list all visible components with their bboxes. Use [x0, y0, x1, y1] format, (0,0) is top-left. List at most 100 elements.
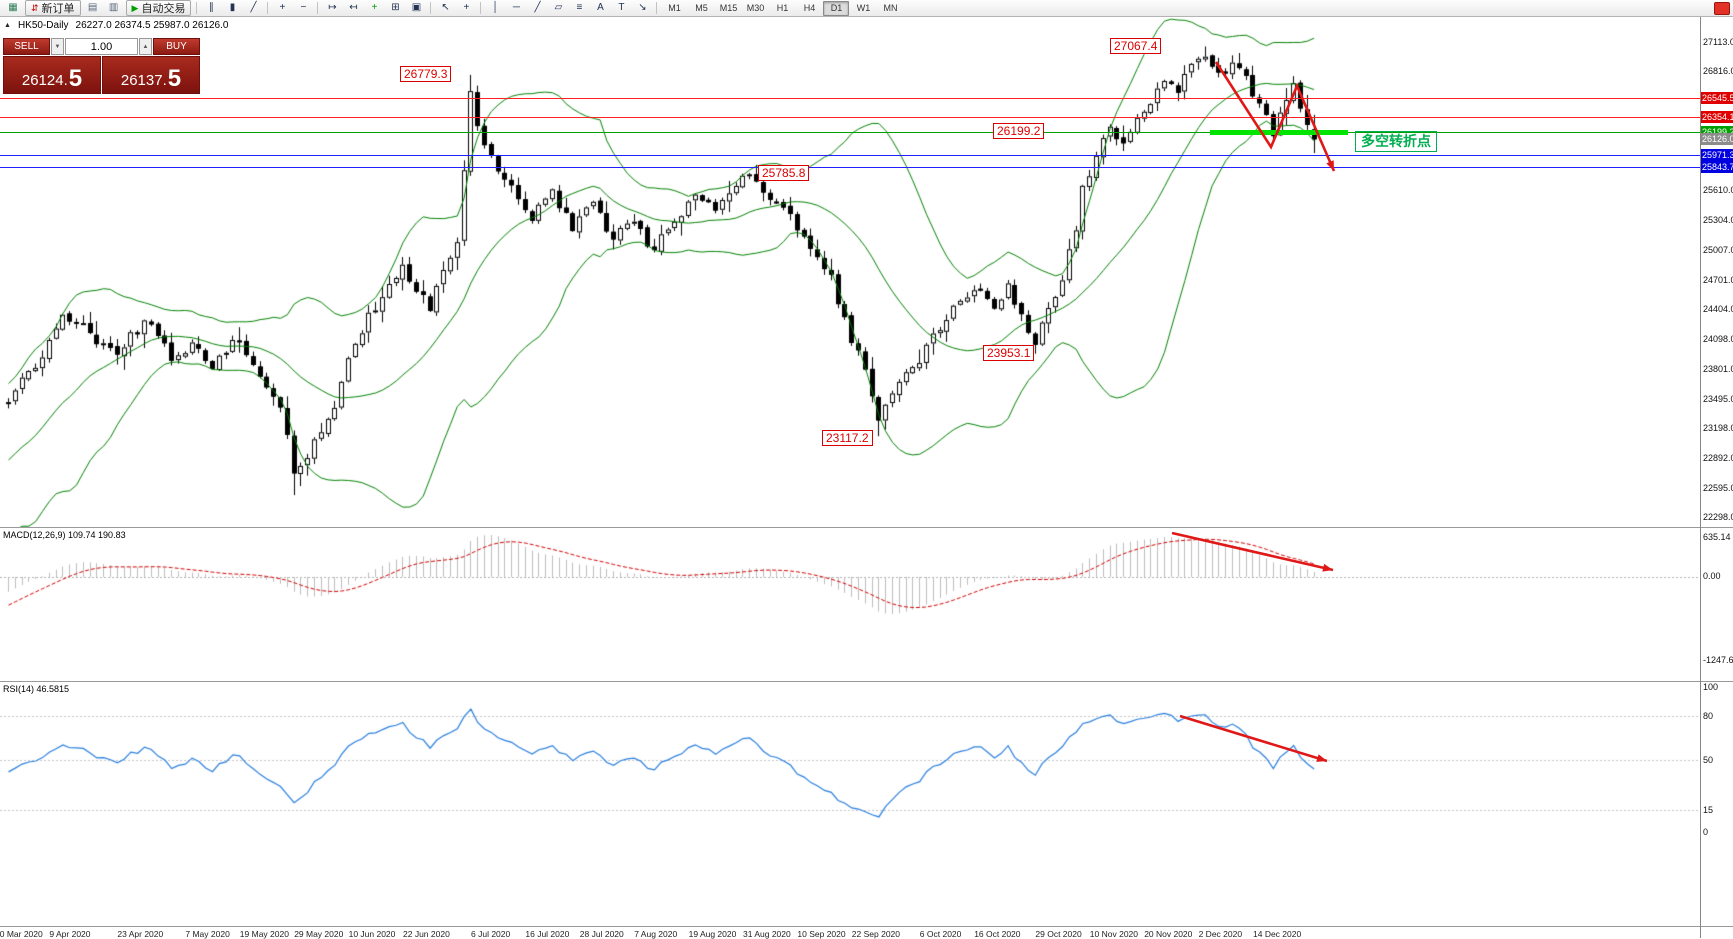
- text-icon[interactable]: A: [597, 2, 604, 13]
- panel-separator[interactable]: [0, 681, 1733, 682]
- price-axis-line: [1700, 17, 1701, 938]
- timeframe-button-d1[interactable]: D1: [823, 0, 850, 16]
- time-axis-label: 16 Oct 2020: [974, 929, 1021, 939]
- horizontal-line-object[interactable]: [0, 155, 1700, 156]
- price-axis-label: 24098.0: [1703, 334, 1733, 345]
- zoom-in-icon[interactable]: +: [279, 2, 286, 13]
- buy-price-main: 26137.: [120, 72, 167, 89]
- new-chart-icon[interactable]: ▦: [8, 2, 18, 13]
- toolbar-separator: [317, 2, 319, 14]
- price-axis-label: 23801.0: [1703, 363, 1733, 374]
- time-axis-label: 22 Sep 2020: [851, 929, 901, 939]
- price-callout-label[interactable]: 26779.3: [400, 66, 452, 82]
- bar-chart-icon[interactable]: ∥: [208, 2, 214, 13]
- time-axis-label: 9 Apr 2020: [49, 929, 91, 939]
- price-axis-label: 25610.0: [1703, 185, 1733, 196]
- vertical-line-icon[interactable]: │: [492, 2, 499, 13]
- lot-decrease-button[interactable]: ▼: [51, 38, 64, 55]
- timeframe-button-h1[interactable]: H1: [776, 3, 789, 13]
- price-tag[interactable]: 25843.7: [1701, 161, 1733, 174]
- toolbar-separator: [480, 2, 482, 14]
- indicators-icon[interactable]: +: [371, 2, 378, 13]
- rsi-scale-label: 100: [1703, 682, 1719, 692]
- toolbar-separator: [430, 2, 432, 14]
- price-axis-label: 27113.0: [1703, 36, 1733, 47]
- price-tag[interactable]: 26126.0: [1701, 133, 1733, 146]
- market-watch-icon[interactable]: ▥: [108, 2, 119, 13]
- horizontal-line-object[interactable]: [0, 117, 1700, 118]
- time-axis-label: 19 May 2020: [239, 929, 289, 939]
- one-click-toggle[interactable]: ▲: [4, 22, 11, 29]
- cursor-icon[interactable]: ↖: [441, 2, 450, 13]
- time-axis-label: 6 Oct 2020: [919, 929, 962, 939]
- time-axis[interactable]: 30 Mar 2020 9 Apr 2020 23 Apr 2020 7 May 20…: [0, 927, 1733, 939]
- macd-label: MACD(12,26,9) 109.74 190.83: [3, 530, 126, 540]
- panel-separator[interactable]: [0, 527, 1733, 528]
- rsi-scale-label: 15: [1703, 805, 1714, 816]
- auto-trading-button[interactable]: ▶ 自动交易: [125, 0, 192, 16]
- main-chart-canvas[interactable]: [0, 17, 1700, 527]
- price-tag[interactable]: 26545.5: [1701, 91, 1733, 104]
- toolbar-separator: [656, 2, 658, 14]
- price-callout-label[interactable]: 27067.4: [1110, 38, 1162, 54]
- auto-trading-icon: ▶: [131, 2, 139, 13]
- lot-increase-button[interactable]: ▲: [139, 38, 152, 55]
- horizontal-line-icon[interactable]: ─: [512, 2, 521, 13]
- chart-profile-icon[interactable]: ▤: [87, 2, 98, 13]
- horizontal-line-object[interactable]: [0, 132, 1700, 133]
- sell-price-button[interactable]: 26124. 5: [3, 56, 101, 94]
- support-line-segment[interactable]: [1210, 130, 1348, 136]
- fibonacci-icon[interactable]: ≡: [576, 2, 583, 13]
- macd-panel-canvas[interactable]: [0, 528, 1700, 681]
- symbol-title: HK50-Daily: [17, 20, 69, 31]
- sell-price-main: 26124.: [21, 72, 68, 89]
- sell-button[interactable]: SELL: [3, 38, 50, 55]
- line-chart-icon[interactable]: ╱: [250, 2, 257, 13]
- sell-price-pip: 5: [68, 65, 83, 92]
- timeframe-button-m5[interactable]: M5: [695, 3, 708, 13]
- price-axis-label: 23495.0: [1703, 393, 1733, 404]
- timeframe-button-h4[interactable]: H4: [803, 3, 816, 13]
- time-axis-label: 14 Dec 2020: [1253, 929, 1302, 939]
- panel-separator[interactable]: [0, 926, 1733, 927]
- zoom-out-icon[interactable]: −: [300, 2, 307, 13]
- ohlc-values: 26227.0 26374.5 25987.0 26126.0: [75, 20, 229, 31]
- annotation-text[interactable]: 多空转折点: [1355, 131, 1437, 152]
- price-tag[interactable]: 25971.3: [1701, 148, 1733, 161]
- horizontal-line-object[interactable]: [0, 98, 1700, 99]
- horizontal-line-object[interactable]: [0, 167, 1700, 168]
- toolbar-separator: [196, 2, 198, 14]
- trendline-icon[interactable]: ╱: [534, 2, 541, 13]
- equidistant-channel-icon[interactable]: ▱: [554, 2, 563, 13]
- time-axis-label: 20 Nov 2020: [1144, 929, 1193, 939]
- grid-icon[interactable]: ⊞: [391, 2, 400, 13]
- timeframe-button-m15[interactable]: M15: [719, 3, 738, 13]
- price-callout-label[interactable]: 25785.8: [758, 165, 810, 181]
- timeframe-button-m30[interactable]: M30: [746, 3, 765, 13]
- price-callout-label[interactable]: 26199.2: [993, 123, 1045, 139]
- text-label-icon[interactable]: T: [618, 2, 625, 13]
- timeframe-button-w1[interactable]: W1: [856, 3, 871, 13]
- lot-size-field[interactable]: 1.00: [65, 38, 138, 55]
- price-tag[interactable]: 26354.1: [1701, 110, 1733, 123]
- candlestick-icon[interactable]: ▮: [229, 2, 236, 13]
- price-callout-label[interactable]: 23117.2: [822, 430, 873, 446]
- toolbar-separator: [267, 2, 269, 14]
- arrows-icon[interactable]: ↘: [638, 2, 647, 13]
- new-order-button[interactable]: ⇵ 新订单: [25, 0, 81, 16]
- tile-windows-icon[interactable]: ▣: [411, 2, 422, 13]
- crosshair-icon[interactable]: +: [463, 2, 470, 13]
- rsi-panel-canvas[interactable]: [0, 682, 1700, 926]
- chart-shift-icon[interactable]: ↤: [349, 2, 358, 13]
- chart-title: ▲ HK50-Daily 26227.0 26374.5 25987.0 261…: [4, 20, 228, 31]
- auto-scroll-icon[interactable]: ↦: [328, 2, 337, 13]
- toolbar: ▦ ⇵ 新订单 ▤ ▥ ▶ 自动交易 ∥ ▮ ╱ + − ↦ ↤ + ⊞ ▣ ↖ + │ ─ ╱ ▱ ≡ A T ↘ M1 M5 M15 M…: [0, 0, 1733, 17]
- buy-button[interactable]: BUY: [153, 38, 200, 55]
- new-order-button-label: 新订单: [41, 3, 75, 15]
- price-callout-label[interactable]: 23953.1: [983, 345, 1035, 361]
- timeframe-button-mn[interactable]: MN: [883, 3, 898, 13]
- alert-icon[interactable]: [1714, 1, 1730, 15]
- buy-price-button[interactable]: 26137. 5: [102, 56, 200, 94]
- timeframe-button-m1[interactable]: M1: [668, 3, 681, 13]
- time-axis-label: 29 Oct 2020: [1035, 929, 1082, 939]
